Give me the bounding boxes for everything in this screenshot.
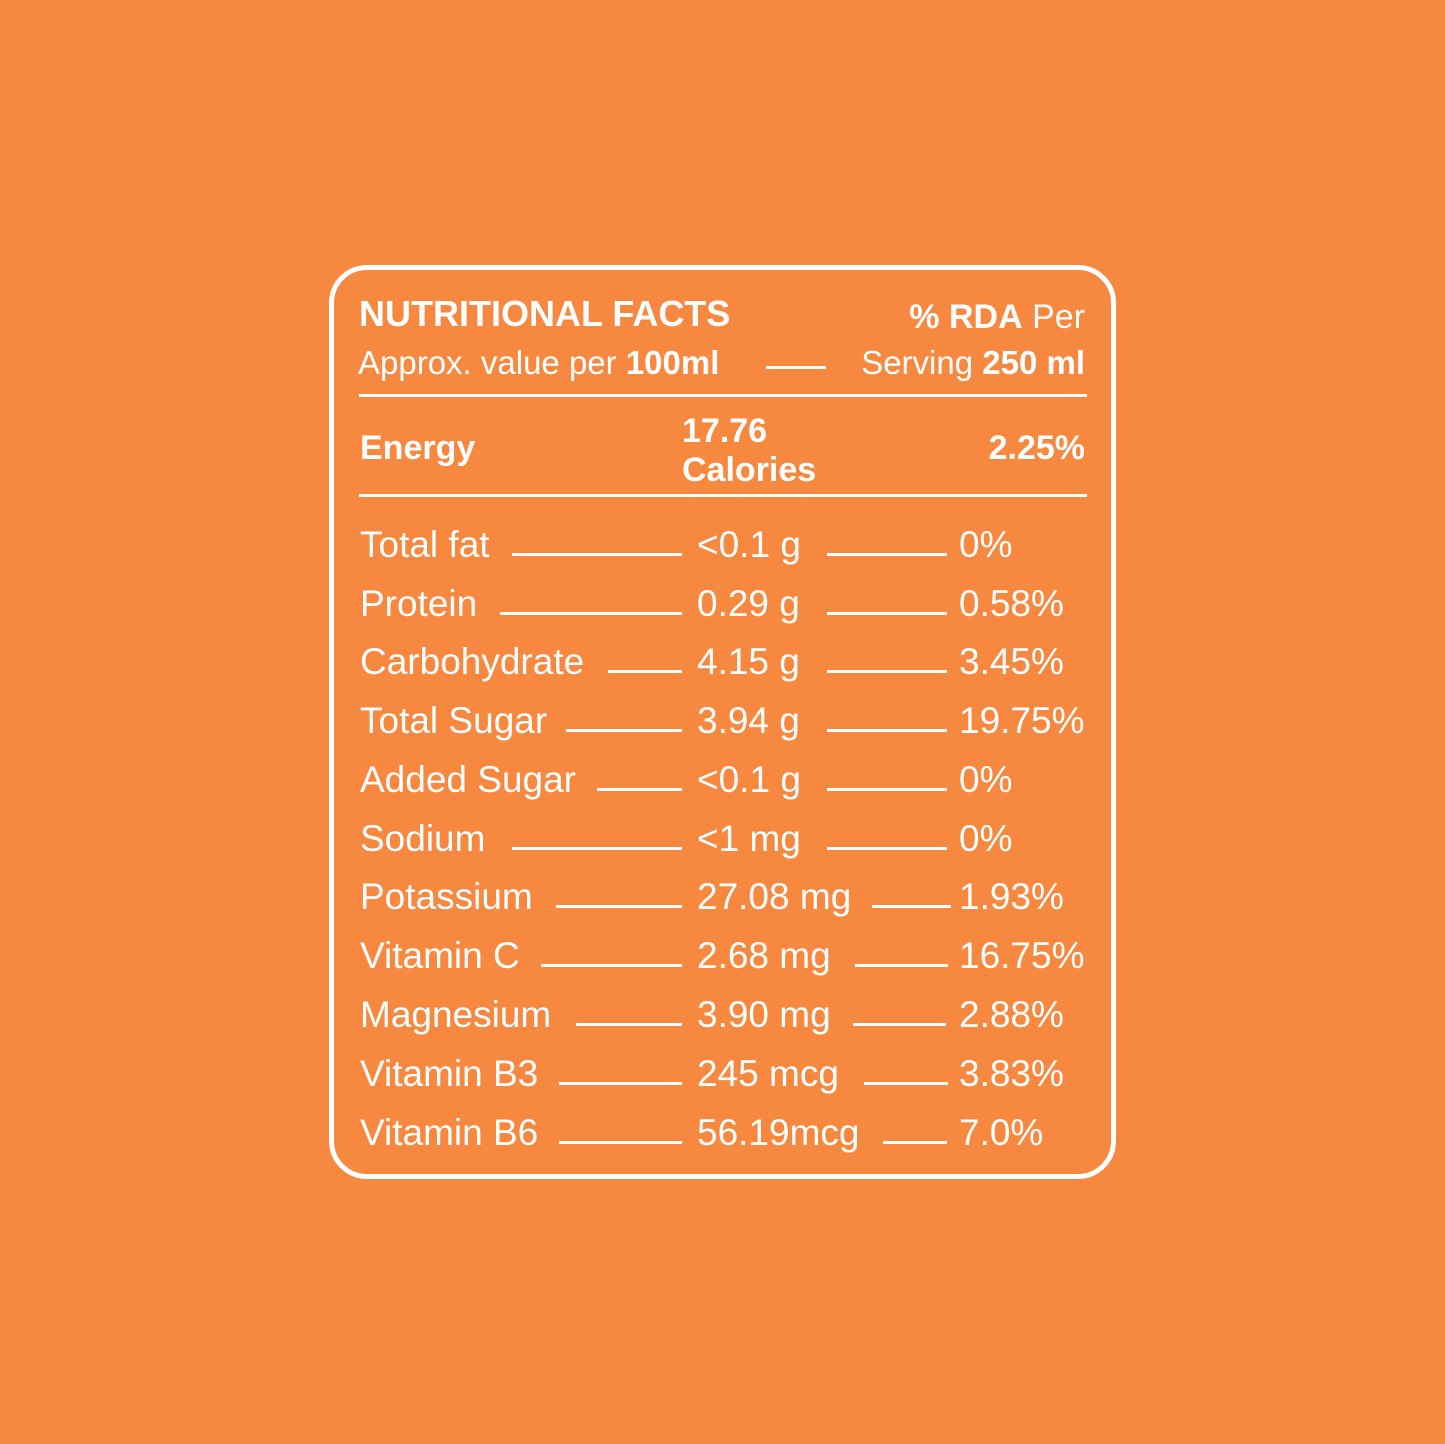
nutrient-label: Potassium [360, 876, 533, 917]
leader-line [541, 964, 682, 967]
nutrient-label: Carbohydrate [360, 641, 585, 682]
nutrient-value: <0.1 g [697, 759, 801, 800]
approx-prefix: Approx. value per [358, 344, 626, 381]
leader-line [827, 612, 947, 615]
leader-line [864, 1082, 948, 1085]
leader-line [827, 729, 947, 732]
energy-divider [359, 494, 1087, 497]
nutrient-rda: 0% [959, 759, 1013, 800]
leader-line [500, 612, 682, 615]
leader-line [853, 1023, 946, 1026]
nutrient-rda: 19.75% [959, 700, 1085, 741]
nutrient-value: 3.90 mg [697, 994, 831, 1035]
nutrient-value: 27.08 mg [697, 876, 852, 917]
nutrient-value: <1 mg [697, 818, 801, 859]
leader-line [827, 788, 947, 791]
nutrient-rda: 3.45% [959, 641, 1064, 682]
nutrient-rda: 16.75% [959, 935, 1085, 976]
serving-heading: Serving 250 ml [800, 346, 1085, 379]
rda-prefix: % RDA [909, 298, 1023, 336]
nutrient-rda: 7.0% [959, 1112, 1044, 1153]
leader-line [855, 964, 948, 967]
nutrient-value: 245 mcg [697, 1053, 839, 1094]
energy-label: Energy [360, 429, 476, 467]
nutrient-rda: 0.58% [959, 583, 1064, 624]
nutrient-label: Added Sugar [360, 759, 577, 800]
leader-line [512, 553, 682, 556]
rda-per-heading: % RDA Per [820, 300, 1085, 334]
rda-suffix: Per [1022, 298, 1085, 336]
top-divider [359, 394, 1087, 397]
nutrition-facts-panel [329, 265, 1116, 1179]
energy-value: 17.76 Calories [682, 412, 816, 490]
nutrient-value: 0.29 g [697, 583, 800, 624]
nutrient-rda: 3.83% [959, 1053, 1064, 1094]
serving-prefix: Serving [861, 344, 983, 381]
energy-rda: 2.25% [988, 429, 1085, 467]
leader-line [559, 1141, 682, 1144]
nutrient-label: Total Sugar [360, 700, 548, 741]
serving-amount: 250 ml [982, 344, 1085, 381]
leader-line [556, 905, 682, 908]
leader-line [872, 905, 951, 908]
nutrient-rda: 1.93% [959, 876, 1064, 917]
header-dash [766, 366, 826, 369]
energy-value-unit: Calories [682, 451, 817, 490]
leader-line [576, 1023, 682, 1026]
leader-line [827, 670, 947, 673]
approx-value-heading: Approx. value per 100ml [358, 346, 719, 379]
leader-line [883, 1141, 947, 1144]
leader-line [559, 1082, 682, 1085]
nutrient-label: Magnesium [360, 994, 552, 1035]
leader-line [827, 553, 947, 556]
nutrient-label: Vitamin B3 [360, 1053, 539, 1094]
nutrient-label: Vitamin B6 [360, 1112, 539, 1153]
leader-line [608, 670, 682, 673]
approx-amount: 100ml [625, 344, 720, 381]
nutrient-label: Sodium [360, 818, 486, 859]
leader-line [566, 729, 682, 732]
nutrient-label: Total fat [360, 524, 490, 565]
nutrient-label: Vitamin C [360, 935, 520, 976]
nutrient-value: <0.1 g [697, 524, 801, 565]
nutrient-rda: 0% [959, 524, 1013, 565]
leader-line [512, 847, 682, 850]
nutrient-value: 4.15 g [697, 641, 800, 682]
nutrient-rda: 2.88% [959, 994, 1064, 1035]
nutrient-rda: 0% [959, 818, 1013, 859]
nutrient-value: 3.94 g [697, 700, 800, 741]
leader-line [827, 847, 947, 850]
leader-line [597, 788, 682, 791]
nutrient-value: 56.19mcg [697, 1112, 860, 1153]
nutrient-label: Protein [360, 583, 478, 624]
nutrient-value: 2.68 mg [697, 935, 831, 976]
panel-title: NUTRITIONAL FACTS [359, 293, 731, 334]
energy-value-number: 17.76 [682, 412, 768, 450]
